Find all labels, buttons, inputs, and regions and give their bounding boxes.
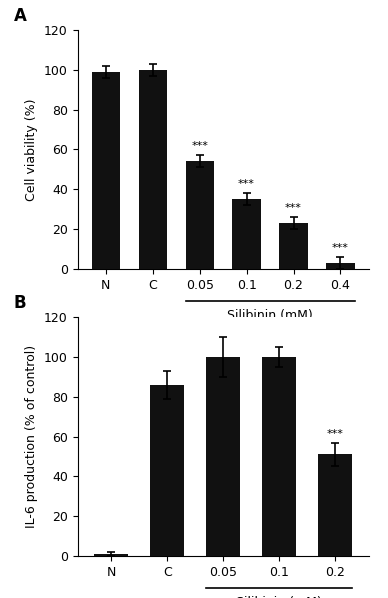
Text: ***: *** (191, 142, 208, 151)
Text: ***: *** (327, 429, 343, 438)
Bar (94, 554, 128, 556)
Text: ***: *** (238, 179, 255, 190)
Bar (139, 70, 167, 269)
Text: LPS-induced: LPS-induced (208, 337, 285, 350)
Bar (318, 454, 352, 556)
Y-axis label: Cell viability (%): Cell viability (%) (26, 98, 38, 201)
Bar (206, 357, 240, 556)
Text: ***: *** (332, 243, 349, 253)
Bar (326, 263, 355, 269)
Text: Silibinin (mM): Silibinin (mM) (227, 309, 313, 322)
Text: A: A (14, 7, 26, 25)
Text: B: B (14, 294, 26, 312)
Y-axis label: IL-6 production (% of control): IL-6 production (% of control) (26, 345, 38, 528)
Bar (151, 385, 184, 556)
Bar (92, 72, 120, 269)
Text: ***: *** (285, 203, 302, 213)
Bar (232, 199, 261, 269)
Bar (262, 357, 296, 556)
Text: Silibinin (mM): Silibinin (mM) (236, 596, 322, 598)
Bar (279, 223, 308, 269)
Bar (185, 161, 214, 269)
